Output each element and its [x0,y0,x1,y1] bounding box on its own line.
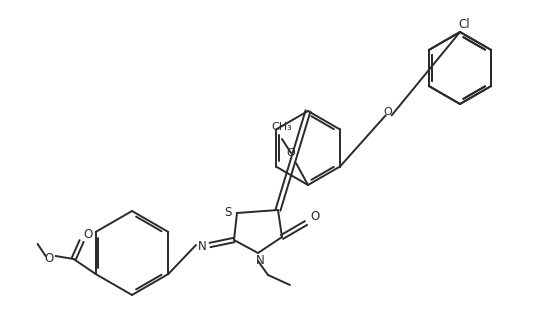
Text: CH₃: CH₃ [272,122,292,132]
Text: N: N [256,255,264,268]
Text: O: O [287,148,295,158]
Text: O: O [83,228,92,241]
Text: O: O [44,251,53,264]
Text: S: S [224,205,232,218]
Text: N: N [197,241,206,254]
Text: O: O [383,107,392,117]
Text: O: O [310,210,320,223]
Text: Cl: Cl [458,17,470,30]
